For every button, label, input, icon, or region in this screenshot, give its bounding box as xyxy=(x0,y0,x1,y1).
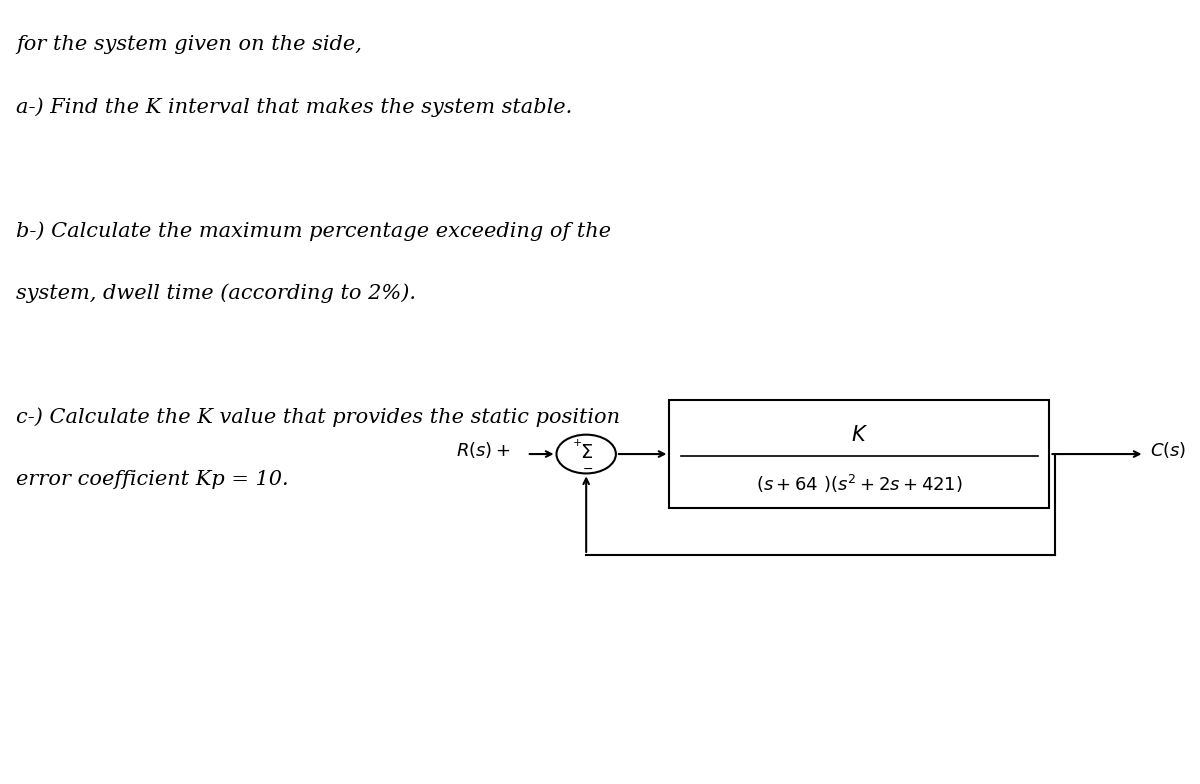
Text: $\Sigma$: $\Sigma$ xyxy=(580,444,593,462)
Text: $C(s)$: $C(s)$ xyxy=(1151,440,1187,460)
Text: for the system given on the side,: for the system given on the side, xyxy=(16,35,362,54)
Text: −: − xyxy=(582,463,593,476)
Text: $(s + 64\ )(s^2 + 2s + 421)$: $(s + 64\ )(s^2 + 2s + 421)$ xyxy=(756,473,962,495)
Text: c-) Calculate the K value that provides the static position: c-) Calculate the K value that provides … xyxy=(16,408,620,427)
Text: b-) Calculate the maximum percentage exceeding of the: b-) Calculate the maximum percentage exc… xyxy=(16,221,611,241)
Text: $R(s)+$: $R(s)+$ xyxy=(456,440,510,460)
Text: error coefficient Kp = 10.: error coefficient Kp = 10. xyxy=(16,470,289,488)
Text: $K$: $K$ xyxy=(851,425,868,445)
Text: system, dwell time (according to 2%).: system, dwell time (according to 2%). xyxy=(16,283,416,303)
Text: +: + xyxy=(572,438,582,448)
Text: a-) Find the K interval that makes the system stable.: a-) Find the K interval that makes the s… xyxy=(16,97,572,117)
Bar xyxy=(670,400,1050,508)
